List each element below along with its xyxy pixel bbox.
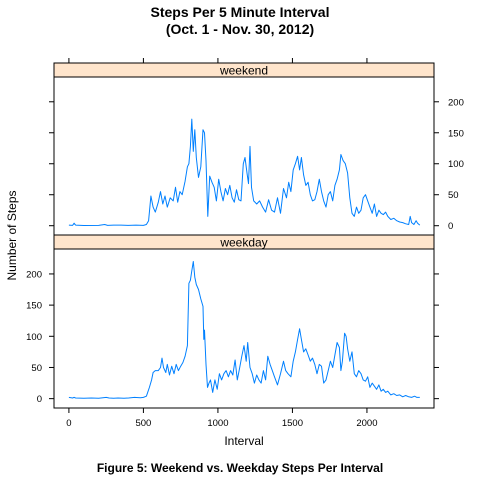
- x-axis-label: Interval: [224, 434, 263, 448]
- y-tick-label-weekday: 50: [31, 363, 42, 374]
- panel-weekend: [53, 76, 435, 236]
- x-tick-label: 0: [66, 418, 71, 429]
- y-axis-label: Number of Steps: [5, 190, 19, 280]
- chart-title-line1: Steps Per 5 Minute Interval: [150, 4, 330, 20]
- x-tick-label: 500: [135, 418, 151, 429]
- y-tick-label-weekend: 50: [448, 190, 459, 201]
- y-tick-label-weekend: 0: [448, 221, 453, 232]
- y-tick-label-weekend: 150: [448, 128, 464, 139]
- x-tick-label: 1500: [282, 418, 303, 429]
- y-tick-label-weekday: 200: [26, 269, 42, 280]
- chart-title-line2: (Oct. 1 - Nov. 30, 2012): [165, 21, 315, 37]
- x-tick-label: 1000: [207, 418, 228, 429]
- series-line-weekend: [68, 118, 421, 226]
- panel-weekday: [53, 248, 435, 409]
- y-tick-label-weekday: 100: [26, 332, 42, 343]
- y-tick-label-weekday: 150: [26, 301, 42, 312]
- figure-caption: Figure 5: Weekend vs. Weekday Steps Per …: [96, 461, 384, 475]
- y-tick-label-weekend: 100: [448, 159, 464, 170]
- series-line-weekday: [68, 261, 420, 399]
- y-tick-label-weekend: 200: [448, 97, 464, 108]
- strip-label-weekday: weekday: [219, 236, 267, 250]
- strip-label-weekend: weekend: [219, 64, 268, 78]
- y-tick-label-weekday: 0: [37, 394, 42, 405]
- x-tick-label: 2000: [356, 418, 377, 429]
